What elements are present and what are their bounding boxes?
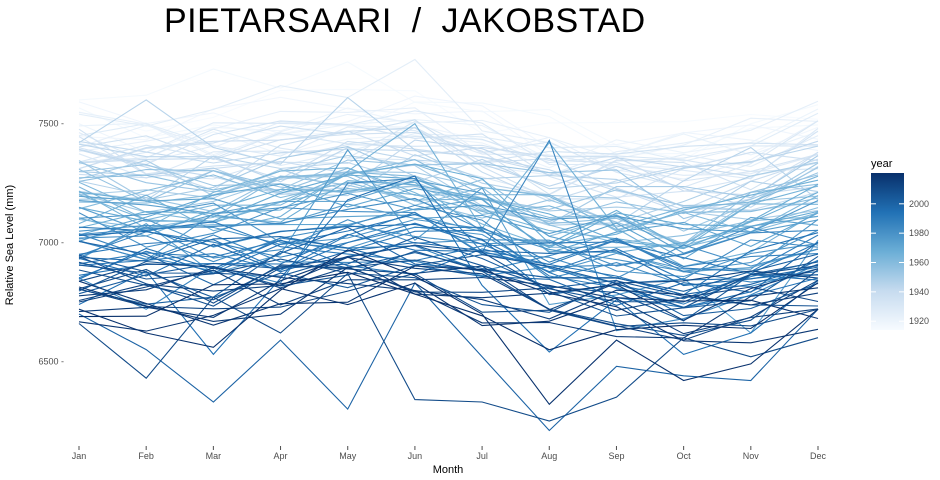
legend-title: year [871, 158, 893, 170]
series-line-1992 [78, 213, 819, 308]
series-line-1959 [78, 159, 819, 232]
series-line-2006 [78, 258, 819, 313]
series-line-1984 [78, 229, 819, 277]
y-axis: 6500 - 7000 - 7500 - [38, 119, 64, 367]
x-tick-label: Nov [743, 451, 760, 461]
series-line-1964 [78, 185, 819, 249]
series-line-2003 [78, 254, 819, 309]
x-tick-label: Feb [138, 451, 154, 461]
y-tick-label: 7500 - [38, 119, 64, 129]
series-line-1968 [78, 180, 819, 250]
series-line-1916 [78, 101, 819, 155]
legend-tick-label: 1940 [909, 287, 929, 297]
series-line-1943 [78, 143, 819, 208]
series-line-1981 [78, 219, 819, 267]
series-line-1973 [78, 179, 819, 273]
series-line-1930 [78, 120, 819, 188]
series-line-1923 [78, 107, 819, 180]
series-line-1976 [78, 192, 819, 261]
series-line-2017 [78, 266, 819, 339]
series-line-1962 [78, 171, 819, 228]
legend-colorbar [871, 173, 904, 330]
legend-tick-label: 1980 [909, 228, 929, 238]
series-line-2012 [78, 265, 819, 311]
x-tick-label: Sep [608, 451, 624, 461]
series-line-2016 [78, 255, 819, 321]
y-axis-title: Relative Sea Level (mm) [4, 185, 16, 305]
series-line-2011 [78, 263, 819, 311]
series-line-1996 [78, 223, 819, 300]
x-tick-label: Aug [541, 451, 557, 461]
series-line-2019 [78, 282, 819, 332]
series-line-1960 [78, 174, 819, 248]
series-line-2018 [78, 265, 819, 344]
series-line-2021 [78, 271, 819, 351]
series-line-2000 [78, 282, 819, 432]
x-tick-label: Oct [677, 451, 692, 461]
series-line-1995 [78, 175, 819, 356]
series-line-1982 [78, 204, 819, 285]
legend-tick-label: 1920 [909, 316, 929, 326]
x-axis: Jan Feb Mar Apr May Jun Jul Aug Sep Oct Nov Dec [72, 446, 827, 461]
series-line-1990 [78, 221, 819, 275]
x-tick-label: Mar [206, 451, 222, 461]
series-line-1958 [78, 175, 819, 247]
series-line-1925 [78, 58, 819, 172]
series-line-1993 [78, 233, 819, 308]
series-line-1921 [78, 118, 819, 160]
chart-title: PIETARSAARI / JAKOBSTAD [164, 2, 646, 40]
series-line-1971 [78, 198, 819, 254]
series-line-1918 [78, 95, 819, 149]
series-line-1954 [78, 175, 819, 245]
legend-tick-label: 1960 [909, 258, 929, 268]
series-line-1972 [78, 195, 819, 260]
series-line-2007 [78, 244, 819, 317]
series-line-1917 [78, 96, 819, 168]
x-tick-label: Jul [476, 451, 488, 461]
series-line-2009 [78, 264, 819, 328]
series-line-1914 [78, 88, 819, 135]
series-lines [78, 58, 819, 432]
y-tick-label: 7000 - [38, 238, 64, 248]
series-line-1920 [78, 108, 819, 169]
x-tick-label: Apr [274, 451, 288, 461]
x-axis-title: Month [433, 464, 464, 476]
y-tick-label: 6500 - [38, 357, 64, 367]
series-line-1928 [78, 110, 819, 180]
legend-tick-label: 2000 [909, 199, 929, 209]
x-tick-label: May [339, 451, 357, 461]
series-line-1926 [78, 112, 819, 167]
legend: year 1920 1940 1960 1980 2000 [871, 158, 929, 330]
series-line-1957 [78, 172, 819, 244]
x-tick-label: Jun [408, 451, 423, 461]
series-line-1999 [78, 226, 819, 296]
series-line-2020 [78, 249, 819, 406]
series-line-1955 [78, 168, 819, 222]
series-line-1932 [78, 136, 819, 182]
x-tick-label: Jan [72, 451, 87, 461]
x-tick-label: Dec [810, 451, 827, 461]
series-line-1915 [78, 61, 819, 160]
